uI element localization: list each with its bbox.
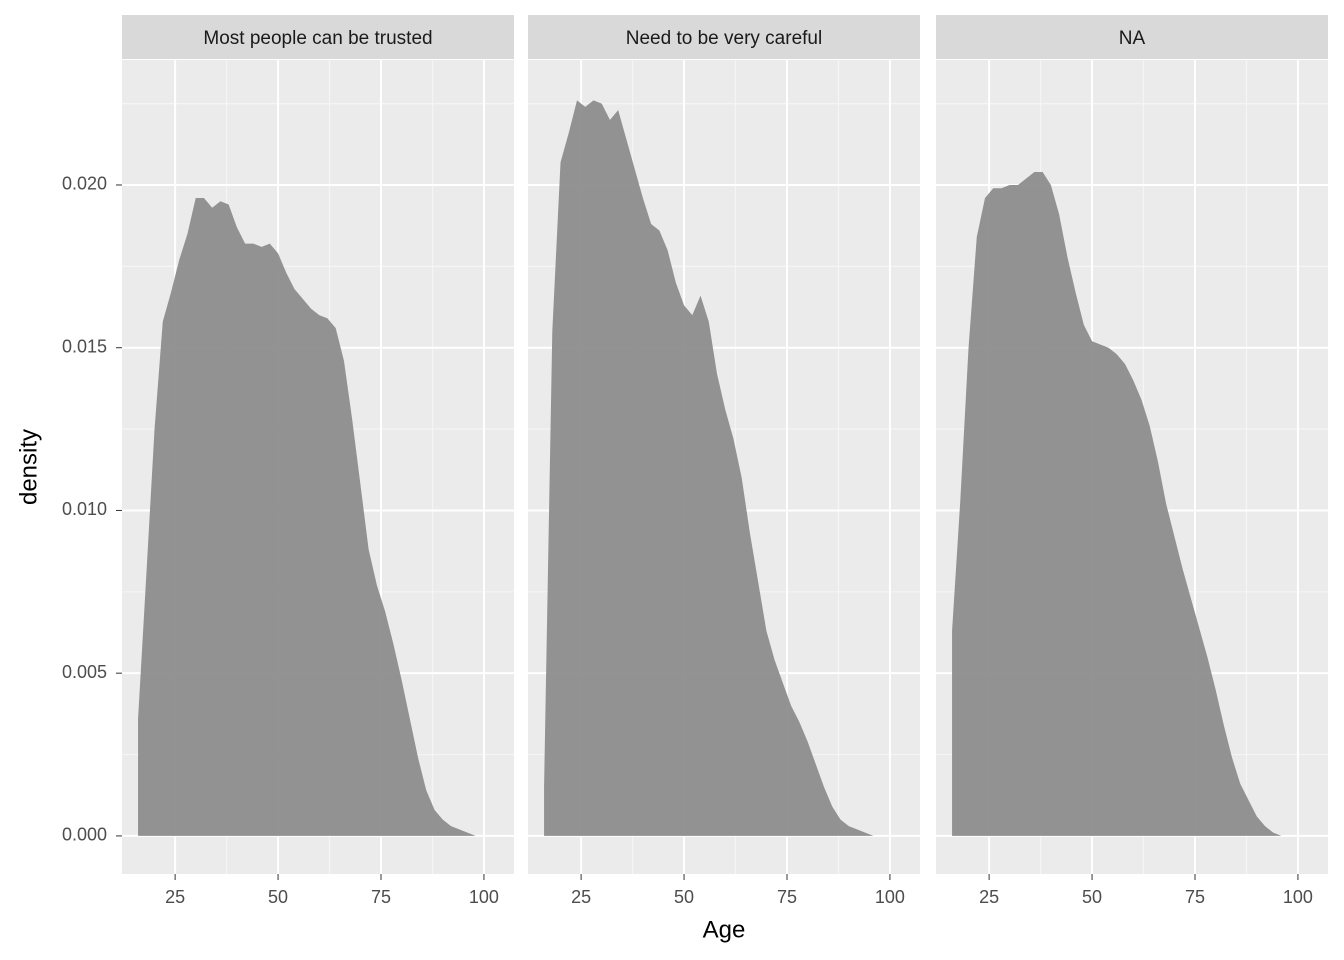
x-tick-label: 100: [469, 887, 499, 907]
strip-background: [122, 15, 514, 59]
x-tick-label: 50: [268, 887, 288, 907]
y-tick-label: 0.010: [62, 499, 107, 519]
density-area: [138, 197, 484, 836]
strip-label: NA: [1119, 28, 1146, 49]
strip-background: [528, 15, 920, 59]
x-tick-label: 100: [1283, 887, 1313, 907]
x-tick-label: 25: [571, 887, 591, 907]
strip-label: Most people can be trusted: [203, 28, 432, 49]
x-tick-label: 50: [1082, 887, 1102, 907]
x-tick-label: 25: [165, 887, 185, 907]
strip-background: [936, 15, 1328, 59]
density-area: [952, 171, 1298, 836]
x-tick-label: 75: [777, 887, 797, 907]
y-tick-label: 0.020: [62, 174, 107, 194]
y-tick-label: 0.005: [62, 662, 107, 682]
y-tick-label: 0.015: [62, 336, 107, 356]
strip-label: Need to be very careful: [626, 28, 822, 49]
x-tick-label: 75: [1185, 887, 1205, 907]
x-tick-label: 75: [371, 887, 391, 907]
x-tick-label: 50: [674, 887, 694, 907]
density-area: [544, 100, 890, 836]
y-tick-label: 0.000: [62, 825, 107, 845]
x-axis-title: Age: [703, 916, 746, 943]
x-tick-label: 100: [875, 887, 905, 907]
x-tick-label: 25: [979, 887, 999, 907]
y-axis-title: density: [15, 429, 42, 505]
